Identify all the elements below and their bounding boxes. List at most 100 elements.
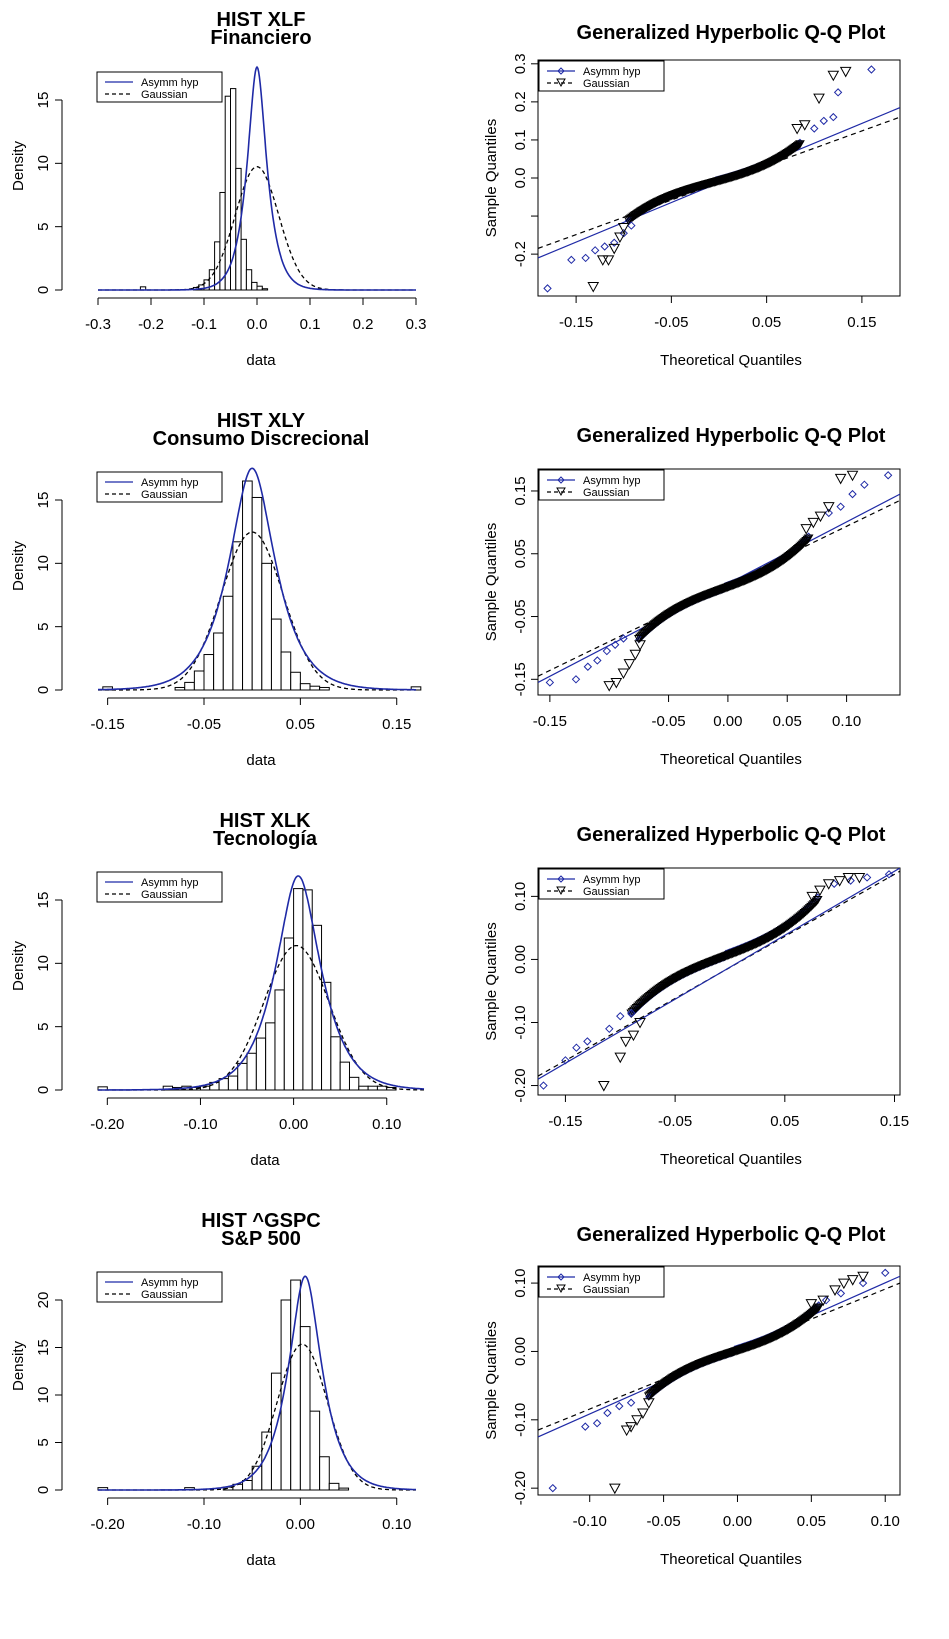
gaussian-point — [658, 613, 668, 623]
histogram-bar — [242, 1480, 253, 1491]
qq-panel-3: Generalized Hyperbolic Q-Q Plot -0.10 -0.0… — [483, 1224, 901, 1568]
gaussian-point — [793, 141, 804, 150]
histogram-bar — [319, 686, 330, 691]
asymm-point — [819, 116, 828, 126]
asymm-point — [610, 640, 620, 649]
gaussian-point — [677, 1368, 688, 1377]
gaussian-point — [617, 668, 630, 680]
gaussian-point — [679, 969, 690, 979]
gaussian-point — [669, 606, 679, 616]
y-axis-label: Sample Quantiles — [483, 922, 500, 1040]
asymm-point — [615, 1401, 624, 1411]
histogram-bar — [328, 1482, 340, 1491]
histogram-bar — [299, 683, 311, 691]
gaussian-point — [675, 603, 685, 612]
x-tick-label: -0.10 — [573, 1513, 607, 1530]
gaussian-point — [667, 1374, 677, 1384]
y-tick-label: 0.0 — [512, 168, 529, 189]
gaussian-point — [680, 968, 691, 978]
gaussian-point — [766, 158, 777, 167]
gaussian-point — [644, 202, 655, 211]
gaussian-point — [665, 609, 676, 618]
gaussian-point — [747, 573, 758, 582]
x-tick-label: 0.05 — [286, 716, 315, 733]
legend-asymm-label: Asymm hyp — [141, 77, 198, 89]
gaussian-point — [812, 1304, 823, 1314]
gaussian-point — [853, 872, 866, 884]
x-tick-label: 0.00 — [279, 1116, 308, 1133]
gaussian-point — [728, 949, 739, 958]
gaussian-point — [704, 958, 715, 967]
y-tick-label: 15 — [35, 492, 52, 509]
gaussian-point — [773, 154, 783, 164]
y-tick-label: 0.05 — [512, 539, 529, 568]
y-tick-label: -0.10 — [512, 1403, 529, 1437]
gaussian-point — [715, 954, 726, 963]
x-tick-label: -0.20 — [90, 1116, 124, 1133]
gaussian-point — [762, 566, 773, 575]
x-tick-label: 0.15 — [382, 716, 411, 733]
x-tick-label: -0.05 — [651, 713, 685, 730]
x-tick-label: -0.1 — [191, 316, 217, 333]
histogram-subtitle: S&P 500 — [221, 1228, 301, 1250]
asymm-point — [862, 873, 872, 882]
gaussian-point — [714, 954, 725, 964]
asymm-reference-line — [538, 868, 900, 1080]
histogram-title: HIST XLF — [217, 9, 306, 31]
y-axis-label: Density — [10, 540, 27, 591]
y-tick-label: 0.3 — [512, 53, 529, 74]
x-axis-label: Theoretical Quantiles — [660, 352, 802, 369]
legend-gaussian-label: Gaussian — [141, 889, 187, 901]
gaussian-point — [790, 1321, 801, 1330]
gaussian-point — [674, 604, 684, 613]
gaussian-point — [617, 222, 630, 234]
gaussian-point — [614, 232, 626, 244]
y-tick-label: 5 — [35, 1022, 52, 1030]
histogram-bar — [302, 889, 313, 1091]
histogram-bar — [265, 1022, 276, 1091]
gaussian-point — [603, 681, 616, 692]
histogram-bar — [261, 562, 272, 691]
legend-gaussian-label: Gaussian — [141, 1289, 187, 1301]
qq-panel-1: Generalized Hyperbolic Q-Q Plot -0.15 -0.0… — [483, 425, 901, 768]
asymm-point — [581, 1422, 590, 1431]
asymm-point — [610, 238, 619, 247]
gaussian-point — [632, 210, 642, 219]
gaussian-point — [667, 607, 678, 617]
gaussian-point — [773, 559, 784, 569]
gaussian-point — [692, 963, 703, 972]
gaussian-point — [673, 1370, 683, 1380]
x-tick-label: 0.05 — [773, 713, 802, 730]
gaussian-point — [758, 162, 769, 171]
x-tick-label: 0.10 — [382, 1516, 411, 1533]
legend-triangle-marker — [556, 487, 566, 497]
gaussian-point — [660, 1378, 671, 1388]
histogram-bar — [339, 1061, 350, 1091]
asymm-point — [539, 1081, 548, 1090]
histogram-bar — [255, 1037, 267, 1091]
gaussian-point — [846, 1275, 859, 1286]
gaussian-density-curve — [98, 944, 424, 1091]
asymm-point — [593, 656, 602, 665]
gaussian-point — [785, 147, 796, 156]
asymm-point — [545, 678, 555, 687]
x-tick-label: -0.15 — [91, 716, 125, 733]
y-tick-label: 15 — [35, 892, 52, 909]
y-tick-label: 0.2 — [512, 91, 529, 112]
gaussian-point — [677, 602, 688, 611]
x-axis-label: Theoretical Quantiles — [660, 751, 802, 768]
gaussian-point — [630, 210, 641, 220]
histogram-title: HIST XLK — [219, 810, 311, 832]
gaussian-point — [839, 66, 852, 78]
gaussian-point — [779, 1327, 790, 1337]
histogram-bar — [237, 1062, 248, 1091]
legend-gaussian-label: Gaussian — [583, 78, 629, 90]
gaussian-point — [792, 1320, 802, 1330]
x-tick-label: -0.15 — [559, 314, 593, 331]
x-tick-label: 0.1 — [300, 316, 321, 333]
gaussian-point — [608, 1483, 621, 1495]
gaussian-point — [751, 939, 762, 949]
asymm-point — [567, 255, 576, 265]
gaussian-point — [767, 1333, 778, 1343]
